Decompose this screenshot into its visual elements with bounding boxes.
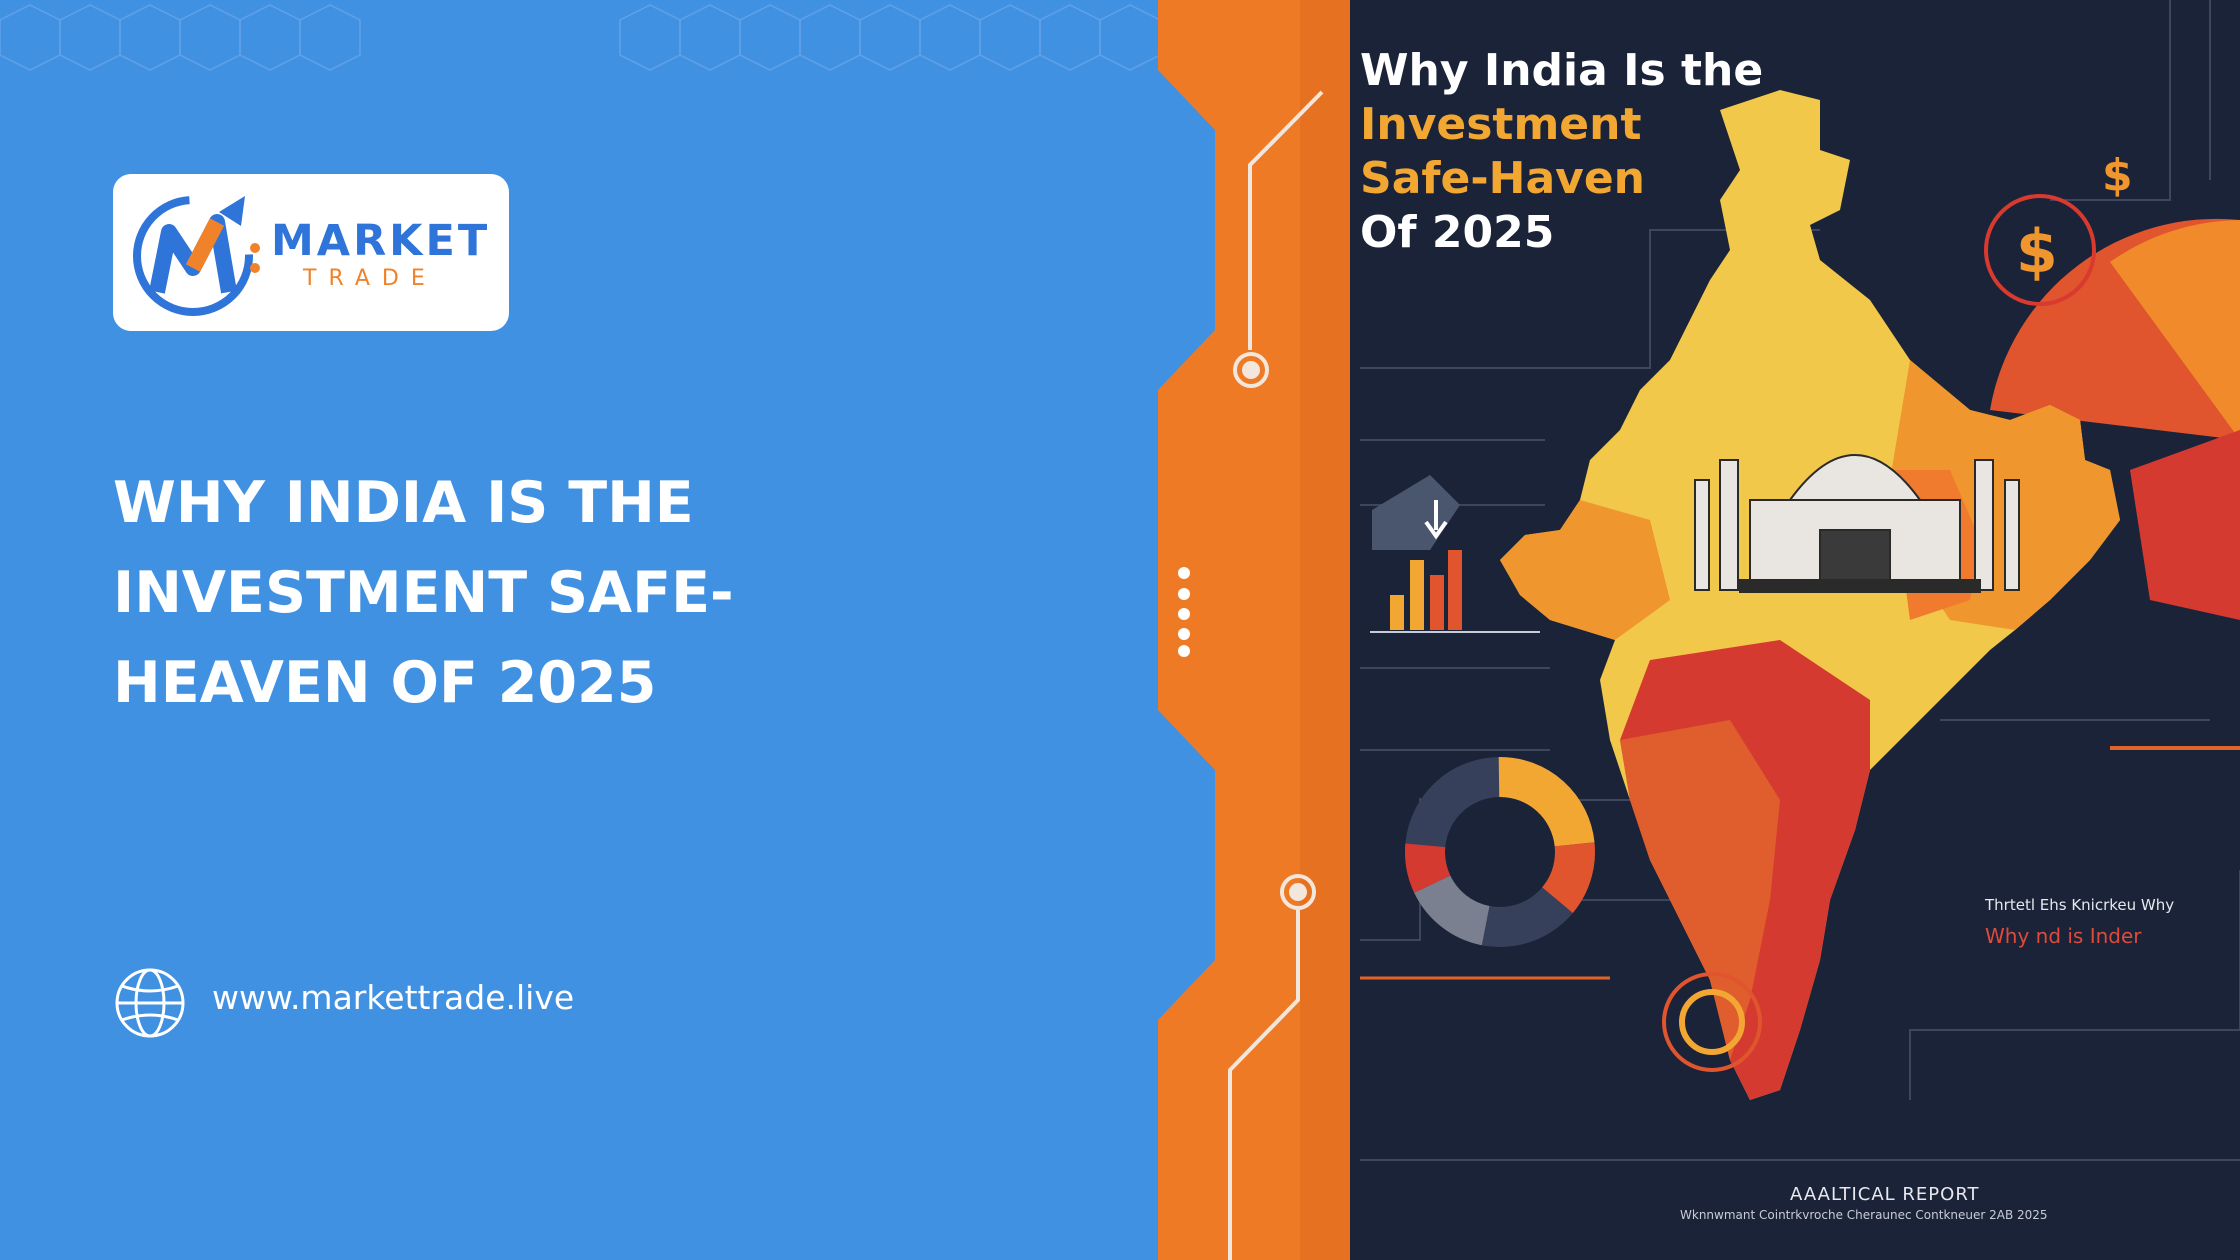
infographic-illustration: $ $	[1360, 0, 2240, 1161]
left-panel: MARKET TRADE WHY INDIA IS THE INVESTMENT…	[0, 4, 1160, 1038]
market-trade-logo-icon	[133, 196, 260, 316]
infographic-report-title: AAALTICAL REPORT	[1790, 1184, 1980, 1205]
vertical-dots-icon	[1178, 567, 1190, 657]
infographic-side-title: Thrtetl Ehs Knicrkeu Why	[1985, 896, 2175, 914]
infographic-title-line1: Why India Is the	[1360, 45, 1764, 96]
infographic-title-line3: Safe-Haven	[1360, 153, 1645, 204]
svg-text:$: $	[2016, 217, 2058, 287]
infographic-panel: $ $	[1350, 0, 2240, 1260]
infographic-title-line4: Of 2025	[1360, 207, 1555, 258]
globe-icon	[115, 968, 185, 1038]
infographic-title: Why India Is the Investment Safe-Haven O…	[1360, 44, 1763, 260]
website-link[interactable]: www.markettrade.live	[212, 978, 575, 1017]
svg-text:$: $	[2102, 150, 2133, 201]
logo-card[interactable]: MARKET TRADE	[113, 174, 509, 331]
logo-wordmark-trade: TRADE	[303, 266, 437, 291]
infographic-title-line2: Investment	[1360, 99, 1642, 150]
infographic-side-subtitle: Why nd is Inder	[1985, 924, 2142, 948]
infographic-report-subtitle: Wknnwmant Cointrkvroche Cheraunec Contkn…	[1680, 1208, 2048, 1222]
headline: WHY INDIA IS THE INVESTMENT SAFE-HEAVEN …	[113, 470, 734, 716]
logo-wordmark-market: MARKET	[271, 216, 491, 266]
hexagon-pattern	[0, 4, 1160, 71]
